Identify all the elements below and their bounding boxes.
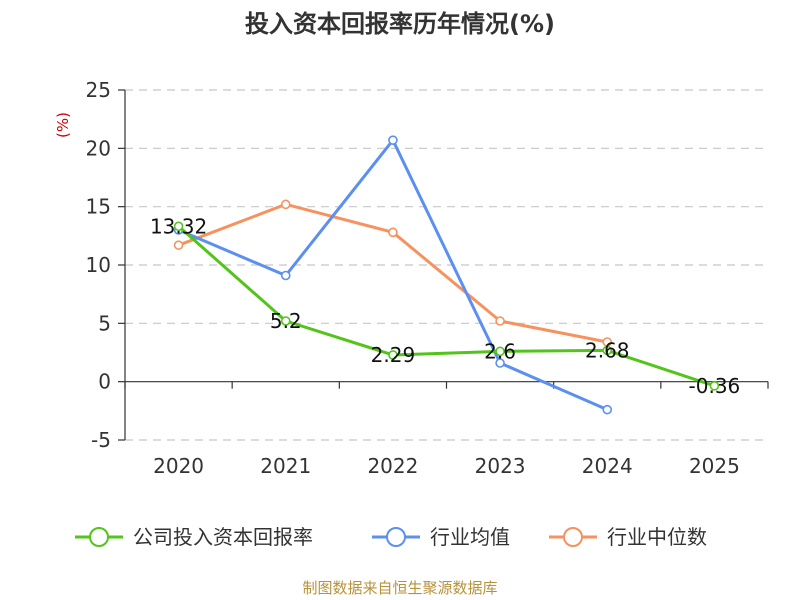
series-1-point-2024 xyxy=(602,404,613,415)
series-2-point-2021 xyxy=(280,199,291,210)
x-tick-label-2024: 2024 xyxy=(582,454,633,478)
series-1-point-2022 xyxy=(388,135,398,145)
legend-label-2: 行业中位数 xyxy=(607,525,707,549)
x-tick-label-2023: 2023 xyxy=(475,454,526,478)
x-tick-label-2020: 2020 xyxy=(153,454,204,478)
legend-swatch-marker-2 xyxy=(563,527,583,547)
series-line-1 xyxy=(177,138,608,412)
data-label-2021: 5.2 xyxy=(270,309,302,333)
series-2-point-2020 xyxy=(173,240,184,250)
y-tick-label-3: 10 xyxy=(86,253,111,277)
series-line-2 xyxy=(178,202,608,344)
legend-item-2: 行业中位数 xyxy=(549,525,707,549)
y-tick-label-1: 0 xyxy=(98,370,111,394)
chart-title: 投入资本回报率历年情况(%) xyxy=(245,10,555,38)
y-axis-unit: (%) xyxy=(54,112,72,138)
series-2-point-2022 xyxy=(388,227,398,238)
legend-label-0: 公司投入资本回报率 xyxy=(133,525,313,549)
y-tick-label-4: 15 xyxy=(86,195,111,219)
series-line-0 xyxy=(177,225,715,388)
legend-item-0: 公司投入资本回报率 xyxy=(75,525,313,549)
legend-item-1: 行业均值 xyxy=(372,525,510,549)
data-label-2024: 2.68 xyxy=(585,338,630,362)
series-group xyxy=(173,135,720,415)
x-tick-label-2021: 2021 xyxy=(260,454,311,478)
x-tick-label-2022: 2022 xyxy=(367,454,418,478)
series-0-point-2020 xyxy=(173,221,184,232)
x-tick-label-2025: 2025 xyxy=(689,454,740,478)
series-0-point-2023 xyxy=(495,346,505,357)
data-labels: 13.32 5.2 2.29 2.6 2.68 -0.36 xyxy=(150,214,740,398)
data-label-2022: 2.29 xyxy=(371,343,416,367)
legend: 公司投入资本回报率 行业均值 行业中位数 xyxy=(75,525,707,549)
y-tick-label-5: 20 xyxy=(86,136,111,160)
y-tick-label-6: 25 xyxy=(86,78,111,102)
source-note: 制图数据来自恒生聚源数据库 xyxy=(302,579,497,597)
series-1-point-2021 xyxy=(280,270,291,281)
data-label-2020: 13.32 xyxy=(150,214,207,238)
series-0-point-2024 xyxy=(602,345,613,356)
series-0-point-2022 xyxy=(388,350,398,360)
y-tick-label-2: 5 xyxy=(98,311,111,335)
series-0-point-2025 xyxy=(709,381,720,391)
legend-label-1: 行业均值 xyxy=(430,525,510,549)
data-label-2025: -0.36 xyxy=(689,374,741,398)
grid-lines xyxy=(125,89,768,441)
series-0-point-2021 xyxy=(280,316,291,326)
series-1-point-2023 xyxy=(495,358,505,368)
legend-swatch-marker-0 xyxy=(89,527,109,547)
series-2-point-2023 xyxy=(495,316,505,326)
legend-swatch-marker-1 xyxy=(386,527,406,547)
y-tick-label-0: -5 xyxy=(91,428,111,452)
data-label-2023: 2.6 xyxy=(484,339,516,363)
